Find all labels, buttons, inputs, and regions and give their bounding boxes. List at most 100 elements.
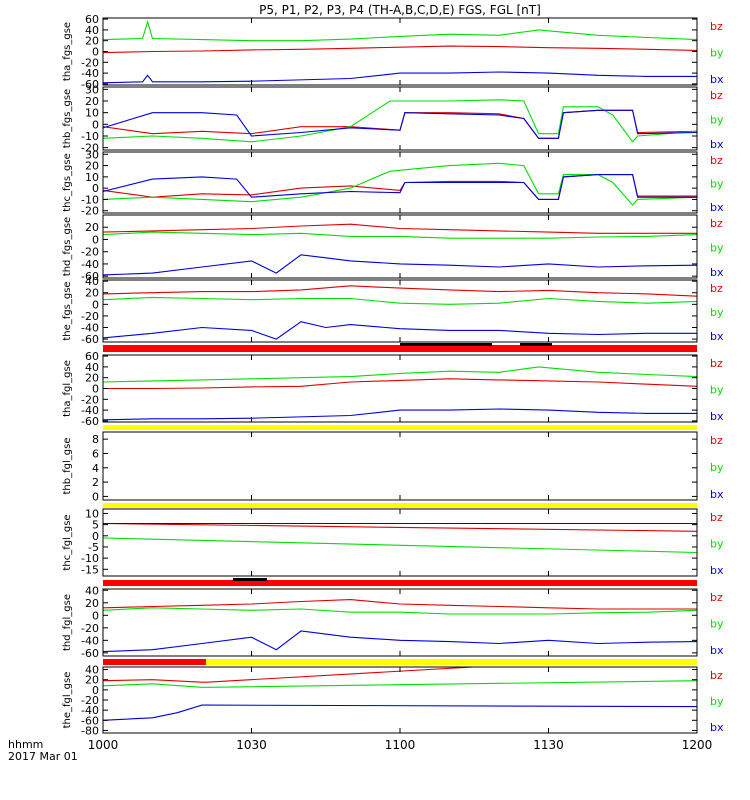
y-tick-label: 0 [92, 298, 99, 311]
y-tick-label: 6 [92, 447, 99, 460]
y-tick-label: 10 [85, 107, 99, 120]
y-axis-label: the_fgl_gse [62, 672, 73, 729]
chart-title: P5, P1, P2, P3, P4 (TH-A,B,C,D,E) FGS, F… [259, 3, 541, 17]
status-bar-5 [206, 659, 697, 665]
y-tick-label: 0 [92, 609, 99, 622]
y-tick-label: 0 [92, 233, 99, 246]
legend-bz: bz [710, 357, 723, 370]
legend-by: by [710, 306, 724, 319]
y-tick-label: 2 [92, 476, 99, 489]
y-tick-label: -60 [81, 647, 99, 660]
panel-frame [102, 86, 698, 151]
series-by-line [103, 99, 697, 143]
panel-4: 200-20-40-60 thd_fgs_gse bz by bx [62, 214, 724, 283]
legend-by: by [710, 114, 724, 127]
legend-by: by [710, 538, 724, 551]
y-tick-label: 40 [85, 361, 99, 374]
series-bx-line [103, 71, 697, 84]
y-tick-label: 40 [85, 275, 99, 288]
y-tick-label: -60 [81, 333, 99, 346]
legend-bx: bx [710, 138, 724, 151]
series-bz-line [103, 174, 697, 200]
series-by-line [103, 162, 697, 206]
y-tick-label: -10 [81, 552, 99, 565]
y-tick-label: 0 [92, 46, 99, 59]
legend-bx: bx [710, 266, 724, 279]
y-tick-label: -20 [81, 694, 99, 707]
y-tick-label: -20 [81, 246, 99, 259]
status-bar-2 [103, 425, 697, 430]
series-bz-line [103, 223, 697, 234]
series-bx-line [103, 408, 697, 421]
panel-frame [102, 508, 698, 577]
series-bx-line [103, 321, 697, 340]
series-bz-line [103, 109, 697, 139]
y-axis-label: thb_fgs_gse [62, 89, 73, 148]
series-by-line [103, 680, 697, 688]
panel-frame [102, 431, 698, 501]
x-tick-label: 1000 [88, 738, 119, 752]
y-tick-label: -5 [88, 541, 99, 554]
legend-bx: bx [710, 410, 724, 423]
legend-bx: bx [710, 201, 724, 214]
status-bar-5 [103, 659, 206, 665]
x-tick-label: 1030 [236, 738, 267, 752]
legend-bz: bz [710, 217, 723, 230]
series-bx-line [103, 109, 697, 139]
x-tick-label: 1100 [385, 738, 416, 752]
series-by-line [103, 366, 697, 383]
y-tick-label: 40 [85, 664, 99, 677]
series-by-line [103, 231, 697, 239]
status-bars [103, 343, 697, 665]
y-tick-label: -60 [81, 415, 99, 428]
x-axis: 1000 1030 1100 1130 1200 [88, 738, 713, 752]
legend-by: by [710, 618, 724, 631]
y-tick-label: 20 [85, 372, 99, 385]
y-tick-label: 20 [85, 221, 99, 234]
date-label: 2017 Mar 01 [8, 750, 78, 763]
y-tick-label: 0 [92, 383, 99, 396]
y-axis-label: tha_fgl_gse [62, 360, 73, 417]
y-tick-label: 20 [85, 160, 99, 173]
legend-bz: bz [710, 511, 723, 524]
y-axis-label: thc_fgs_gse [62, 153, 73, 212]
legend-bx: bx [710, 721, 724, 734]
y-tick-label: -60 [81, 714, 99, 727]
legend-by: by [710, 695, 724, 708]
y-tick-label: 0 [92, 684, 99, 697]
status-bar-1 [103, 345, 697, 352]
legend-bx: bx [710, 488, 724, 501]
series-bz-line [103, 285, 697, 297]
legend-bz: bz [710, 154, 723, 167]
legend-by: by [710, 242, 724, 255]
status-mark [233, 578, 267, 581]
legend-bz: bz [710, 89, 723, 102]
y-tick-label: 20 [85, 95, 99, 108]
x-tick-label: 1130 [533, 738, 564, 752]
y-tick-label: 10 [85, 171, 99, 184]
y-tick-label: -20 [81, 205, 99, 218]
time-axis-label: hhmm [8, 738, 43, 751]
legend-by: by [710, 178, 724, 191]
y-tick-label: -40 [81, 704, 99, 717]
status-mark [520, 343, 552, 346]
y-tick-label: -40 [81, 322, 99, 335]
y-tick-label: 40 [85, 24, 99, 37]
y-axis-label: thd_fgs_gse [62, 217, 73, 276]
legend-bx: bx [710, 73, 724, 86]
status-bar-3 [103, 503, 697, 508]
y-tick-label: -40 [81, 67, 99, 80]
y-tick-label: 5 [92, 519, 99, 532]
series-bx-line [103, 254, 697, 276]
y-tick-label: 60 [85, 13, 99, 26]
y-tick-label: -20 [81, 393, 99, 406]
panel-frame [102, 588, 698, 657]
y-tick-label: -80 [81, 724, 99, 737]
series-bz-line [103, 522, 697, 532]
